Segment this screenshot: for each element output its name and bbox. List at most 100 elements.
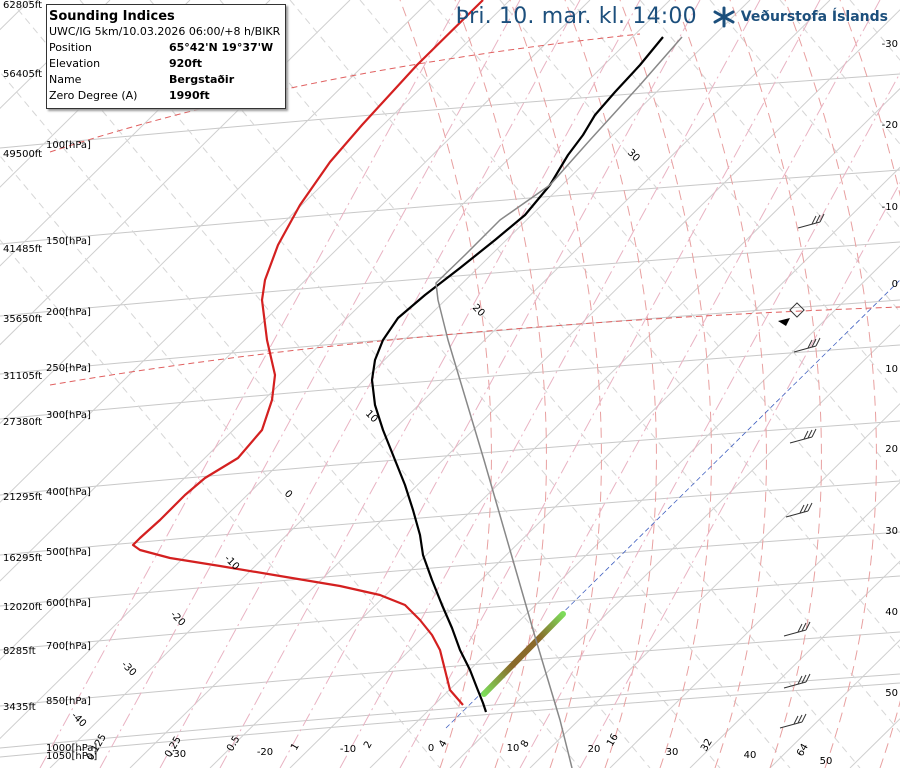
isotherm-label: -20 xyxy=(168,609,187,628)
mixing-ratio-label: 2 xyxy=(362,739,375,750)
wind-barb-staff xyxy=(789,436,813,444)
wind-barb-feather xyxy=(807,339,813,349)
wind-barb-feather xyxy=(797,675,803,685)
isotherm-line xyxy=(0,0,511,503)
wind-barb-staff xyxy=(779,721,803,729)
wind-barb-feather xyxy=(797,714,803,724)
mixing-ratio-line xyxy=(399,0,821,768)
temperature-tick: 10 xyxy=(507,743,520,754)
dry-adiabat-line xyxy=(289,0,900,733)
wind-barb-feather xyxy=(803,430,809,440)
wind-barb-feather xyxy=(811,338,817,348)
info-model-line: UWC/IG 5km/10.03.2026 06:00/+8 h/BIKR xyxy=(49,25,281,38)
pressure-label: 250[hPa] xyxy=(46,363,91,374)
wind-barb-feather xyxy=(805,621,811,631)
isobar-line xyxy=(0,344,900,420)
pressure-label: 200[hPa] xyxy=(46,307,91,318)
isotherm-line xyxy=(0,0,351,346)
dry-adiabat-line xyxy=(9,0,651,768)
height-label: 62805ft xyxy=(3,0,42,11)
wind-barb-staff xyxy=(785,510,809,518)
mixing-ratio-line xyxy=(159,0,581,768)
right-tick: 40 xyxy=(885,607,898,618)
isobar-line xyxy=(0,420,900,496)
pressure-label: 1000[hPa] xyxy=(46,743,97,754)
forecast-time-title: Þri. 10. mar. kl. 14:00 xyxy=(455,4,697,29)
isobar-line xyxy=(0,241,900,317)
moist-adiabat-line xyxy=(619,0,712,768)
isobar-line xyxy=(0,575,900,651)
right-tick: -10 xyxy=(882,202,898,213)
parcel-band xyxy=(481,611,566,697)
isobar-line xyxy=(0,299,900,375)
isotherm-label: 30 xyxy=(625,147,642,164)
info-row: Position 65°42'N 19°37'W xyxy=(49,41,274,54)
dry-adiabat-line xyxy=(849,0,900,61)
wind-barb-feather xyxy=(797,623,803,633)
moist-adiabat-line xyxy=(674,0,767,768)
isotherm-line xyxy=(689,560,900,768)
wind-barb-feather xyxy=(819,213,825,223)
height-label: 49500ft xyxy=(3,149,42,160)
height-label: 56405ft xyxy=(3,69,42,80)
dry-adiabat-line xyxy=(359,0,900,649)
isotherm-line xyxy=(609,481,900,768)
wind-barb-feather xyxy=(801,622,807,632)
moist-adiabat-line xyxy=(729,0,822,768)
isotherm-line xyxy=(49,0,831,768)
info-row: Name Bergstaðir xyxy=(49,73,235,86)
height-label: 31105ft xyxy=(3,371,42,382)
wind-barb xyxy=(783,621,811,637)
temperature-tick: 30 xyxy=(666,747,679,758)
wind-barbs xyxy=(778,213,825,729)
right-tick: -20 xyxy=(882,120,898,131)
wind-barb xyxy=(793,337,821,353)
height-label: 35650ft xyxy=(3,314,42,325)
mixing-ratio-line xyxy=(279,0,701,768)
isotherm-line xyxy=(209,87,900,768)
wind-barb-feather xyxy=(815,214,821,224)
pressure-label: 400[hPa] xyxy=(46,487,91,498)
isotherm-line xyxy=(529,402,900,768)
wind-barb-feather xyxy=(815,337,821,347)
profile-series xyxy=(131,0,683,768)
isotherm-line xyxy=(849,718,900,768)
wind-barb-feather xyxy=(803,503,809,513)
isotherm-line xyxy=(0,0,191,188)
wind-barb-feather xyxy=(805,673,811,683)
moist-adiabat-line xyxy=(839,0,900,768)
right-tick: -30 xyxy=(882,39,898,50)
mixing-ratio-line xyxy=(459,0,881,768)
isotherm-line xyxy=(0,0,431,425)
pressure-label: 850[hPa] xyxy=(46,696,91,707)
mixing-ratio-line xyxy=(99,0,521,768)
pressure-label: 150[hPa] xyxy=(46,236,91,247)
moist-adiabat-line xyxy=(399,0,492,768)
pressure-label: 600[hPa] xyxy=(46,598,91,609)
pressure-label: 300[hPa] xyxy=(46,410,91,421)
right-tick: 20 xyxy=(885,444,898,455)
isotherm-line xyxy=(0,0,751,740)
brand-name: Veðurstofa Íslands xyxy=(740,8,888,25)
moist-adiabat-grid xyxy=(399,0,900,768)
mixing-ratio-line xyxy=(39,0,461,768)
height-label: 8285ft xyxy=(3,646,36,657)
mixing-ratio-line xyxy=(339,0,761,768)
dry-adiabat-line xyxy=(219,0,861,768)
moist-adiabat-line xyxy=(784,0,877,768)
mixing-ratio-label: 8 xyxy=(519,738,532,749)
dry-adiabat-line xyxy=(639,0,900,313)
wind-barb-feather xyxy=(807,502,813,512)
tropopause-lower-line xyxy=(49,306,900,386)
pressure-label: 1050[hPa] xyxy=(46,751,97,762)
mixing-ratio-grid xyxy=(39,0,900,768)
mixing-ratio-label: 4 xyxy=(437,738,450,749)
dry-adiabat-line xyxy=(79,0,721,768)
isobar-line xyxy=(0,682,900,758)
snowflake-logo-icon xyxy=(713,6,735,27)
wind-barb xyxy=(783,673,811,689)
mixing-ratio-label: 1 xyxy=(289,741,302,752)
isobar-line xyxy=(0,169,900,245)
